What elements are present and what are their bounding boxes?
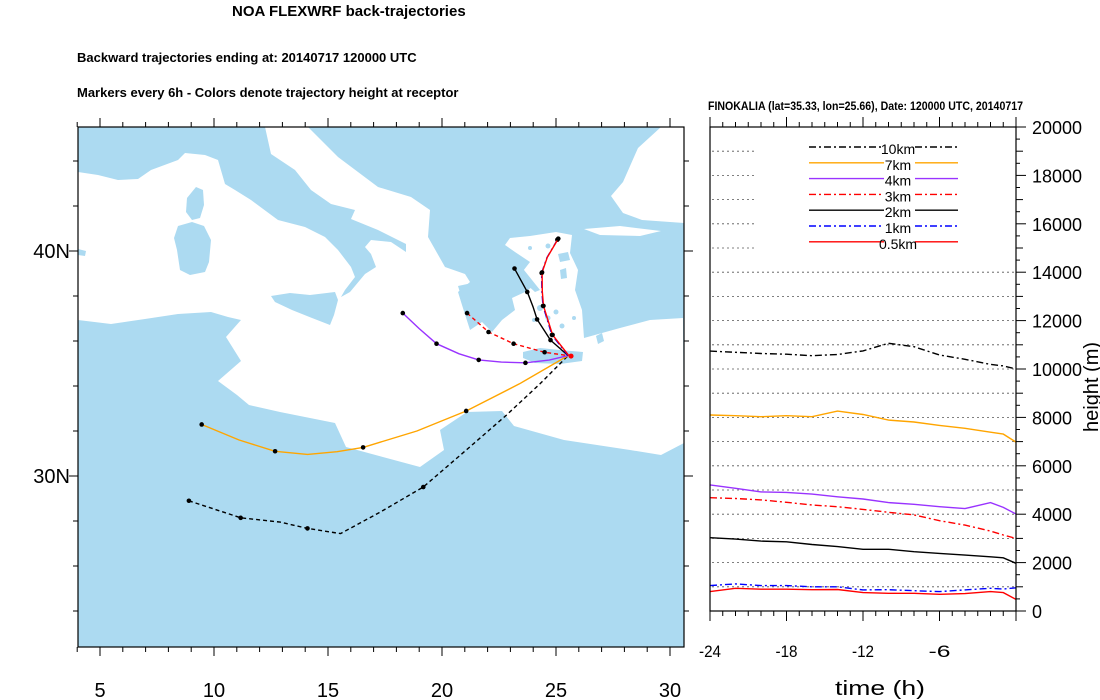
x-tick-label: -18 xyxy=(776,642,798,661)
legend-4km: 4km xyxy=(809,173,958,189)
series-7km xyxy=(710,410,1016,443)
series-2km xyxy=(710,537,1016,564)
legend-3km: 3km xyxy=(809,188,958,204)
marker-6h-3km xyxy=(464,310,470,316)
corsica xyxy=(186,187,204,220)
marker-6h-10km xyxy=(305,526,310,531)
marker-6h-2km xyxy=(548,337,553,343)
legend-label: 1km xyxy=(885,220,911,236)
subtitle-ending: Backward trajectories ending at: 2014071… xyxy=(77,50,417,65)
marker-6h-3km xyxy=(486,329,491,335)
series-10km xyxy=(710,342,1016,370)
legend-label: 0.5km xyxy=(879,236,917,252)
legend-2km: 2km xyxy=(809,204,958,220)
y-tick-label: 8000 xyxy=(1032,408,1072,428)
marker-6h-3km xyxy=(542,349,547,355)
trajectory-2km xyxy=(513,268,569,357)
peloponnese xyxy=(458,283,512,328)
legend-label: 2km xyxy=(885,204,911,220)
trajectory-lines xyxy=(186,236,574,535)
y-tick-label: 18000 xyxy=(1032,166,1082,186)
black-sea-region xyxy=(611,127,684,223)
marker-6h-4km xyxy=(400,310,406,316)
trajectory-7km xyxy=(201,354,569,456)
x-axis-label: time (h) xyxy=(835,678,925,700)
series-3km xyxy=(710,497,1016,540)
x-tick-label: -24 xyxy=(699,642,721,661)
legend-1km: 1km xyxy=(809,220,958,236)
trajectory-map xyxy=(78,127,684,647)
balearic xyxy=(78,249,86,256)
map-lon-label: 25 xyxy=(545,680,567,700)
y-tick-label: 2000 xyxy=(1032,554,1072,574)
trajectory-10km xyxy=(188,355,569,535)
series-0_5km xyxy=(710,587,1016,601)
y-axis-label: height (m) xyxy=(1081,342,1100,432)
series-1km xyxy=(710,583,1016,593)
marker-6h-3km xyxy=(511,341,516,347)
crete xyxy=(523,348,583,364)
series-4km xyxy=(710,484,1016,515)
marker-6h-2km xyxy=(534,317,540,322)
rhodes xyxy=(596,333,604,344)
chios xyxy=(560,268,567,279)
map-lon-label: 10 xyxy=(203,680,225,700)
marker-6h-10km xyxy=(421,484,426,490)
marker-6h-0_5km xyxy=(541,303,546,309)
map-frame xyxy=(77,126,685,648)
mediterranean-region xyxy=(78,127,684,467)
marker-6h-4km xyxy=(476,357,482,363)
marker-6h-10km xyxy=(186,498,192,504)
marker-6h-4km xyxy=(523,360,528,366)
marker-6h-7km xyxy=(463,408,469,414)
legend-background xyxy=(757,134,1012,262)
y-tick-label: 12000 xyxy=(1032,312,1082,332)
sardinia xyxy=(174,222,211,275)
legend-label: 10km xyxy=(881,141,915,157)
map-lon-label: 30 xyxy=(659,680,681,700)
legend-10km: 10km xyxy=(809,141,958,157)
sicily xyxy=(271,292,338,325)
y-tick-label: 20000 xyxy=(1032,118,1082,138)
map-lon-label: 5 xyxy=(94,680,105,700)
map-lon-label: 20 xyxy=(431,680,453,700)
main-title: NOA FLEXWRF back-trajectories xyxy=(232,3,466,20)
legend-label: 3km xyxy=(885,188,911,204)
subtitle-markers: Markers every 6h - Colors denote traject… xyxy=(77,85,458,100)
legend-label: 7km xyxy=(885,157,911,173)
panel-title: FINOKALIA (lat=35.33, lon=25.66), Date: … xyxy=(708,101,1023,113)
marker-6h-7km xyxy=(272,448,278,454)
legend-label: 4km xyxy=(885,173,911,189)
map-lon-label: 15 xyxy=(317,680,339,700)
height-time-series: -24 -18 -12 -6 0 2000 4000 6000 8000 10000 12000 14… xyxy=(699,117,1082,661)
y-tick-label: 6000 xyxy=(1032,457,1072,477)
marker-6h-10km xyxy=(238,515,243,521)
y-tick-label: 14000 xyxy=(1032,263,1082,283)
receptor-marker xyxy=(568,353,574,359)
map-axes: 5 10 15 20 25 30 40N 30N xyxy=(33,118,693,700)
legend-7km: 7km xyxy=(809,157,958,173)
x-tick-label: -12 xyxy=(852,642,874,661)
marker-6h-7km xyxy=(199,422,204,427)
marker-6h-2km xyxy=(512,266,517,271)
marker-6h-7km xyxy=(360,445,366,450)
marker-6h-2km xyxy=(524,289,530,295)
y-tick-label: 16000 xyxy=(1032,215,1082,235)
series-group xyxy=(710,342,1016,601)
marmara-region xyxy=(584,226,661,236)
y-tick-label: 10000 xyxy=(1032,360,1082,380)
y-tick-label: 0 xyxy=(1032,602,1042,622)
legend-0_5km: 0.5km xyxy=(809,236,958,252)
marker-6h-0_5km xyxy=(555,236,561,241)
evia xyxy=(514,266,540,292)
marker-6h-4km xyxy=(434,341,439,347)
marker-6h-0_5km xyxy=(539,270,545,275)
map-lat-label: 40N xyxy=(33,241,70,263)
x-tick-label: -6 xyxy=(929,642,951,661)
y-tick-label: 4000 xyxy=(1032,505,1072,525)
lesbos xyxy=(558,252,570,262)
marker-6h-0_5km xyxy=(550,332,555,338)
map-lat-label: 30N xyxy=(33,466,70,488)
